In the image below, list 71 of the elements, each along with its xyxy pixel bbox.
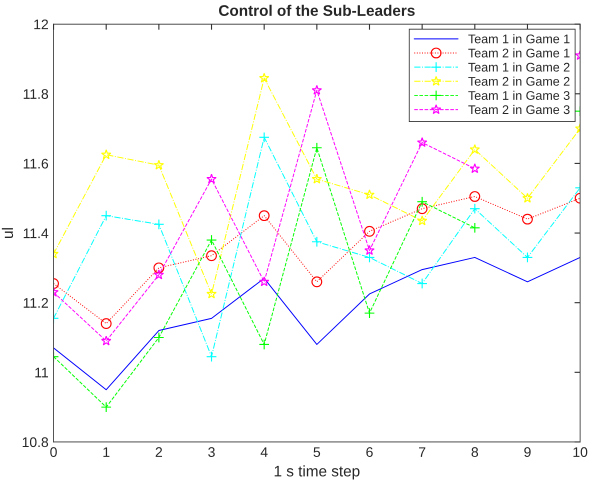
point <box>311 142 322 154</box>
line-series <box>54 256 580 390</box>
point <box>364 226 375 237</box>
point <box>364 189 375 200</box>
legend-label: Team 1 in Game 1 <box>468 34 570 44</box>
y-tick-label: 11.4 <box>24 228 48 238</box>
x-tick-label: 0 <box>50 447 57 458</box>
x-tick-label: 3 <box>208 447 215 458</box>
y-axis-title: ul <box>2 228 14 238</box>
point <box>154 160 164 170</box>
point <box>258 132 270 143</box>
legend-label: Team 2 in Game 3 <box>468 104 570 114</box>
y-tick-label: 10.8 <box>22 437 48 448</box>
point <box>258 210 270 222</box>
point <box>101 149 112 160</box>
x-tick-label: 5 <box>314 447 320 458</box>
point <box>258 339 270 350</box>
x-tick-label: 10 <box>573 447 588 458</box>
point <box>416 203 428 214</box>
point <box>259 72 270 83</box>
point <box>100 318 112 329</box>
point <box>469 203 480 214</box>
point <box>522 192 533 203</box>
point <box>470 163 480 174</box>
chart-title: Control of the Sub-Leaders <box>219 4 415 16</box>
legend-label: Team 1 in Game 3 <box>468 90 570 100</box>
point <box>206 288 217 298</box>
y-tick-label: 11.8 <box>24 89 48 99</box>
point <box>154 269 164 280</box>
point <box>311 236 322 248</box>
point <box>206 351 217 362</box>
x-tick-label: 7 <box>419 447 426 457</box>
point <box>416 215 428 226</box>
legend-label: Team 2 in Game 1 <box>468 48 570 58</box>
point <box>206 250 217 262</box>
point <box>153 332 164 343</box>
point <box>101 336 112 346</box>
point <box>522 252 533 263</box>
point <box>206 234 217 246</box>
x-tick-label: 8 <box>472 447 478 458</box>
point <box>311 276 322 288</box>
point <box>416 196 428 208</box>
point <box>100 402 112 413</box>
point <box>364 252 375 263</box>
point <box>153 262 164 274</box>
point <box>259 276 270 286</box>
x-tick-label: 1 <box>103 447 110 457</box>
point <box>312 174 322 184</box>
x-tick-label: 6 <box>366 447 373 458</box>
y-tick-label: 11 <box>35 368 48 378</box>
x-tick-label: 4 <box>260 447 268 457</box>
point <box>100 210 112 222</box>
point <box>416 137 428 148</box>
x-axis-title: 1 s time step <box>274 465 360 480</box>
point <box>364 245 375 255</box>
point <box>470 144 480 154</box>
point <box>206 174 217 184</box>
y-tick-label: 11.2 <box>24 298 48 308</box>
y-tick-label: 11.6 <box>24 158 48 169</box>
point <box>312 84 322 95</box>
legend-label: Team 1 in Game 2 <box>468 62 570 72</box>
x-tick-label: 9 <box>524 447 531 458</box>
y-tick-label: 12 <box>34 19 48 30</box>
point <box>364 308 375 319</box>
point <box>416 278 428 289</box>
point <box>469 191 480 202</box>
legend-label: Team 2 in Game 2 <box>468 76 570 86</box>
point <box>469 222 480 234</box>
point <box>522 214 533 225</box>
point <box>153 218 164 230</box>
x-tick-label: 2 <box>156 447 162 457</box>
